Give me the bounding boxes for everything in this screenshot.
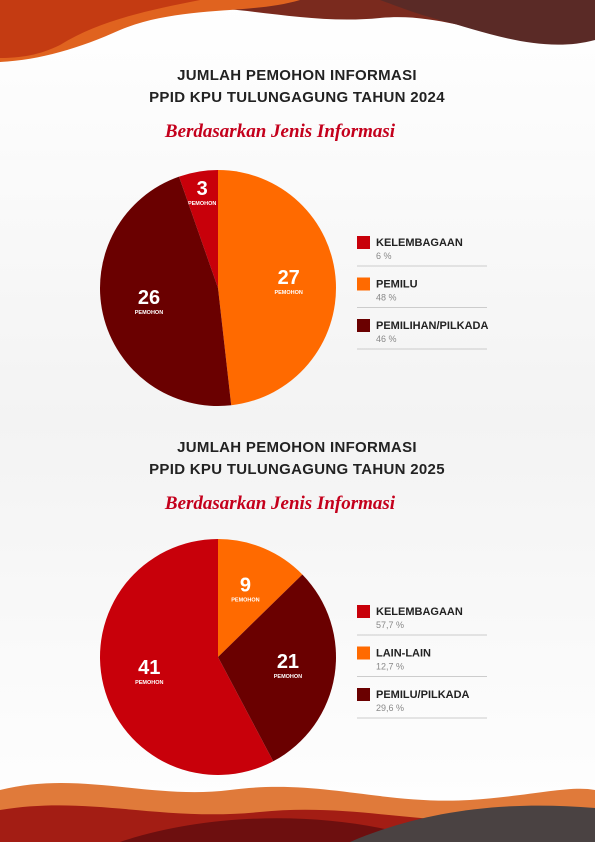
slice-unit: PEMOHON [188,201,216,207]
pie-slice [218,574,337,762]
legend-label: KELEMBAGAAN [376,606,463,618]
legend-percent: 29,6 % [376,703,404,713]
title: JUMLAH PEMOHON INFORMASI [177,67,417,84]
pie-slice [218,170,336,406]
legend-percent: 48 % [376,293,397,303]
legend-percent: 46 % [376,334,397,344]
slice-value: 21 [277,651,299,673]
legend-swatch [357,277,370,291]
bottom-waves [0,782,595,842]
legend-swatch [357,605,370,618]
charts: JUMLAH PEMOHON INFORMASI PPID KPU TULUNGA… [100,67,489,775]
legend-label: PEMILIHAN/PILKADA [376,320,489,332]
caption: Berdasarkan Jenis Informasi [164,121,396,142]
legend-percent: 12,7 % [376,662,404,672]
pie-slice [100,539,274,775]
legend-swatch [357,319,370,332]
slice-unit: PEMOHON [135,310,163,316]
legend-swatch [357,236,370,249]
pie-slice [100,176,232,406]
slice-unit: PEMOHON [274,674,302,680]
title: JUMLAH PEMOHON INFORMASI [177,439,417,456]
caption: Berdasarkan Jenis Informasi [164,493,396,514]
legend-swatch [357,646,370,660]
top-waves [0,0,595,62]
legend-label: LAIN-LAIN [376,648,431,660]
slice-value: 27 [278,267,300,289]
slice-value: 9 [240,575,251,597]
legend-label: PEMILU [376,279,418,291]
slice-value: 3 [197,178,208,200]
legend-label: KELEMBAGAAN [376,237,463,249]
legend-percent: 6 % [376,251,392,261]
pie-slice [218,539,303,657]
slice-value: 41 [138,657,160,679]
pie-slice [179,170,218,288]
slice-value: 26 [138,287,160,309]
subtitle: PPID KPU TULUNGAGUNG TAHUN 2025 [149,461,445,478]
slice-unit: PEMOHON [135,680,163,686]
slice-unit: PEMOHON [274,290,302,296]
subtitle: PPID KPU TULUNGAGUNG TAHUN 2024 [149,89,445,106]
legend-swatch [357,688,370,701]
legend-label: PEMILU/PILKADA [376,689,470,701]
legend-percent: 57,7 % [376,620,404,630]
slice-unit: PEMOHON [231,598,259,604]
